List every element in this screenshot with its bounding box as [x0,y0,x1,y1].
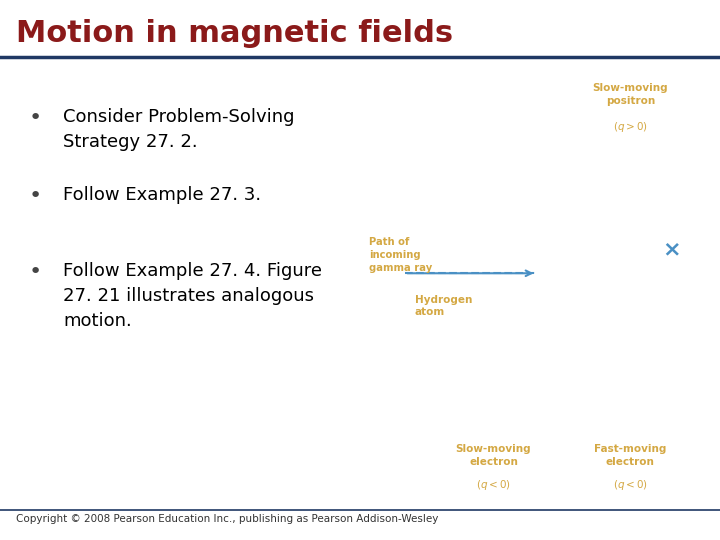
Text: Copyright © 2008 Pearson Education Inc., publishing as Pearson Addison-Wesley: Copyright © 2008 Pearson Education Inc.,… [16,515,438,524]
Text: Follow Example 27. 3.: Follow Example 27. 3. [63,186,261,204]
Text: $(q > 0)$: $(q > 0)$ [613,120,648,134]
Text: $(q < 0)$: $(q < 0)$ [476,478,511,492]
Text: Slow-moving
electron: Slow-moving electron [456,444,531,467]
Text: •: • [29,262,42,282]
Text: •: • [29,108,42,128]
Text: ×: × [662,240,680,260]
Text: Consider Problem-Solving
Strategy 27. 2.: Consider Problem-Solving Strategy 27. 2. [63,108,295,151]
Text: $\vec{B}$: $\vec{B}$ [665,201,678,222]
Text: $(q < 0)$: $(q < 0)$ [613,478,648,492]
Text: Fast-moving
electron: Fast-moving electron [594,444,667,467]
Text: •: • [29,186,42,206]
Text: Path of
incoming
gamma ray: Path of incoming gamma ray [369,237,432,273]
Text: Slow-moving
positron: Slow-moving positron [593,83,668,106]
Text: Follow Example 27. 4. Figure
27. 21 illustrates analogous
motion.: Follow Example 27. 4. Figure 27. 21 illu… [63,262,323,330]
Text: Motion in magnetic fields: Motion in magnetic fields [16,19,453,48]
Text: Hydrogen
atom: Hydrogen atom [415,295,472,318]
